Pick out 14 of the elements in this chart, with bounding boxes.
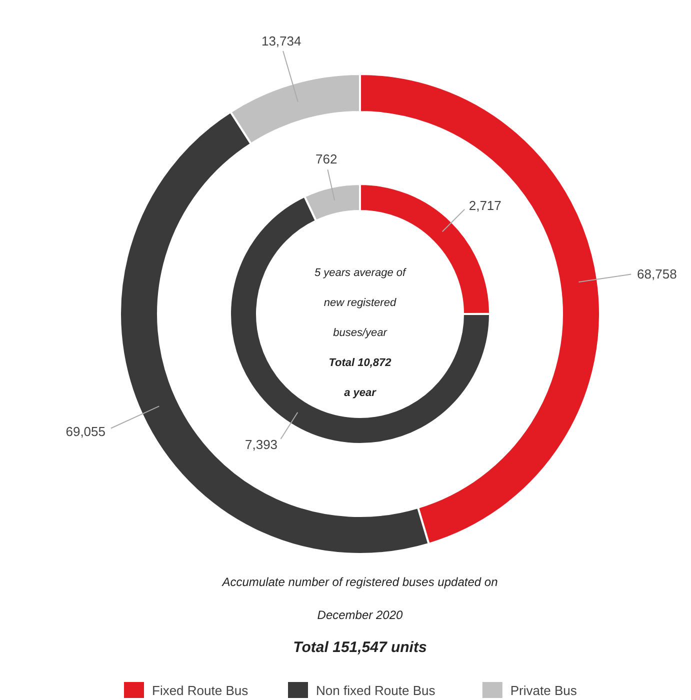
text: Total 10,872: [328, 357, 392, 369]
text: Total 151,547 units: [293, 639, 427, 656]
text: a year: [344, 387, 377, 399]
text: 5 years average of new registered buses/year: [314, 267, 406, 339]
legend-label: Non fixed Route Bus: [316, 683, 436, 698]
data-label: 13,734: [261, 33, 302, 48]
legend-label: Private Bus: [510, 683, 578, 698]
data-label: 68,758: [637, 266, 677, 282]
data-label: 2,717: [468, 198, 502, 214]
data-label: 762: [316, 152, 338, 167]
legend-label: Fixed Route Bus: [152, 683, 249, 698]
data-label: 69,055: [66, 424, 106, 439]
data-label: 7,393: [245, 437, 278, 452]
text: Accumulate number of registered buses updated on December 2020: [222, 575, 498, 622]
